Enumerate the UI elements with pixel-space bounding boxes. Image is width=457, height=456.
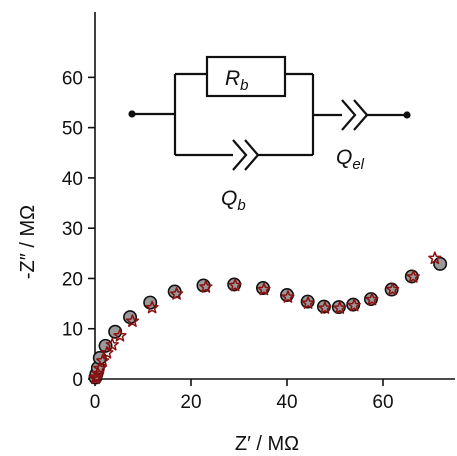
data-point-star — [385, 282, 400, 296]
data-point-star — [93, 361, 107, 375]
y-axis-title: -Z″ / MΩ — [17, 205, 39, 279]
y-tick-label: 0 — [72, 370, 83, 391]
x-axis-title: Z′ / MΩ — [235, 433, 299, 455]
data-point-star — [428, 251, 442, 265]
y-tick-label: 50 — [62, 119, 83, 140]
data-point-star — [96, 353, 110, 367]
x-tick-label: 20 — [180, 392, 201, 413]
data-point-star — [347, 298, 361, 312]
data-point-star — [113, 328, 127, 342]
data-point-star — [199, 280, 213, 293]
y-tick-label: 30 — [62, 219, 83, 240]
bulk-resistor — [205, 55, 287, 98]
bulk-cpe-symbol — [232, 139, 260, 171]
data-point-star — [145, 300, 159, 314]
data-point-star — [406, 269, 420, 283]
electrode-cpe-label: Qel — [336, 146, 365, 173]
equivalent-circuit-inset: Rb Qb Qel — [128, 55, 411, 214]
data-point-star — [257, 282, 271, 296]
circuit-terminal-right — [403, 111, 411, 119]
series-1 — [88, 256, 448, 385]
y-tick-label: 40 — [62, 169, 83, 190]
y-tick-label: 60 — [62, 68, 83, 89]
data-point-star — [333, 301, 347, 314]
data-marks — [88, 251, 448, 385]
resistor-label: Rb — [225, 67, 249, 94]
data-point-circle — [143, 295, 158, 310]
x-tick-label: 40 — [276, 392, 297, 413]
y-tick-label: 10 — [62, 320, 83, 341]
ticks: 0 20 40 60 0 10 20 30 40 50 60 — [62, 68, 394, 413]
data-point-star — [100, 345, 114, 359]
data-point-star — [318, 301, 332, 314]
data-point-star — [365, 292, 379, 306]
data-point-star — [169, 287, 184, 300]
series-2 — [88, 251, 442, 385]
electrode-cpe-symbol — [341, 99, 369, 131]
x-tick-label: 0 — [90, 392, 101, 413]
axes — [94, 12, 455, 380]
x-tick-label: 60 — [372, 392, 393, 413]
data-point-circle — [433, 256, 448, 271]
circuit-terminal-left — [128, 110, 136, 118]
data-point-star — [105, 337, 119, 351]
data-point-circle — [384, 282, 399, 297]
data-point-star — [228, 278, 242, 292]
bulk-cpe-label: Qb — [221, 187, 246, 214]
y-tick-label: 20 — [62, 269, 83, 290]
data-point-star — [301, 296, 315, 309]
data-point-star — [281, 290, 295, 303]
data-point-star — [125, 314, 140, 327]
